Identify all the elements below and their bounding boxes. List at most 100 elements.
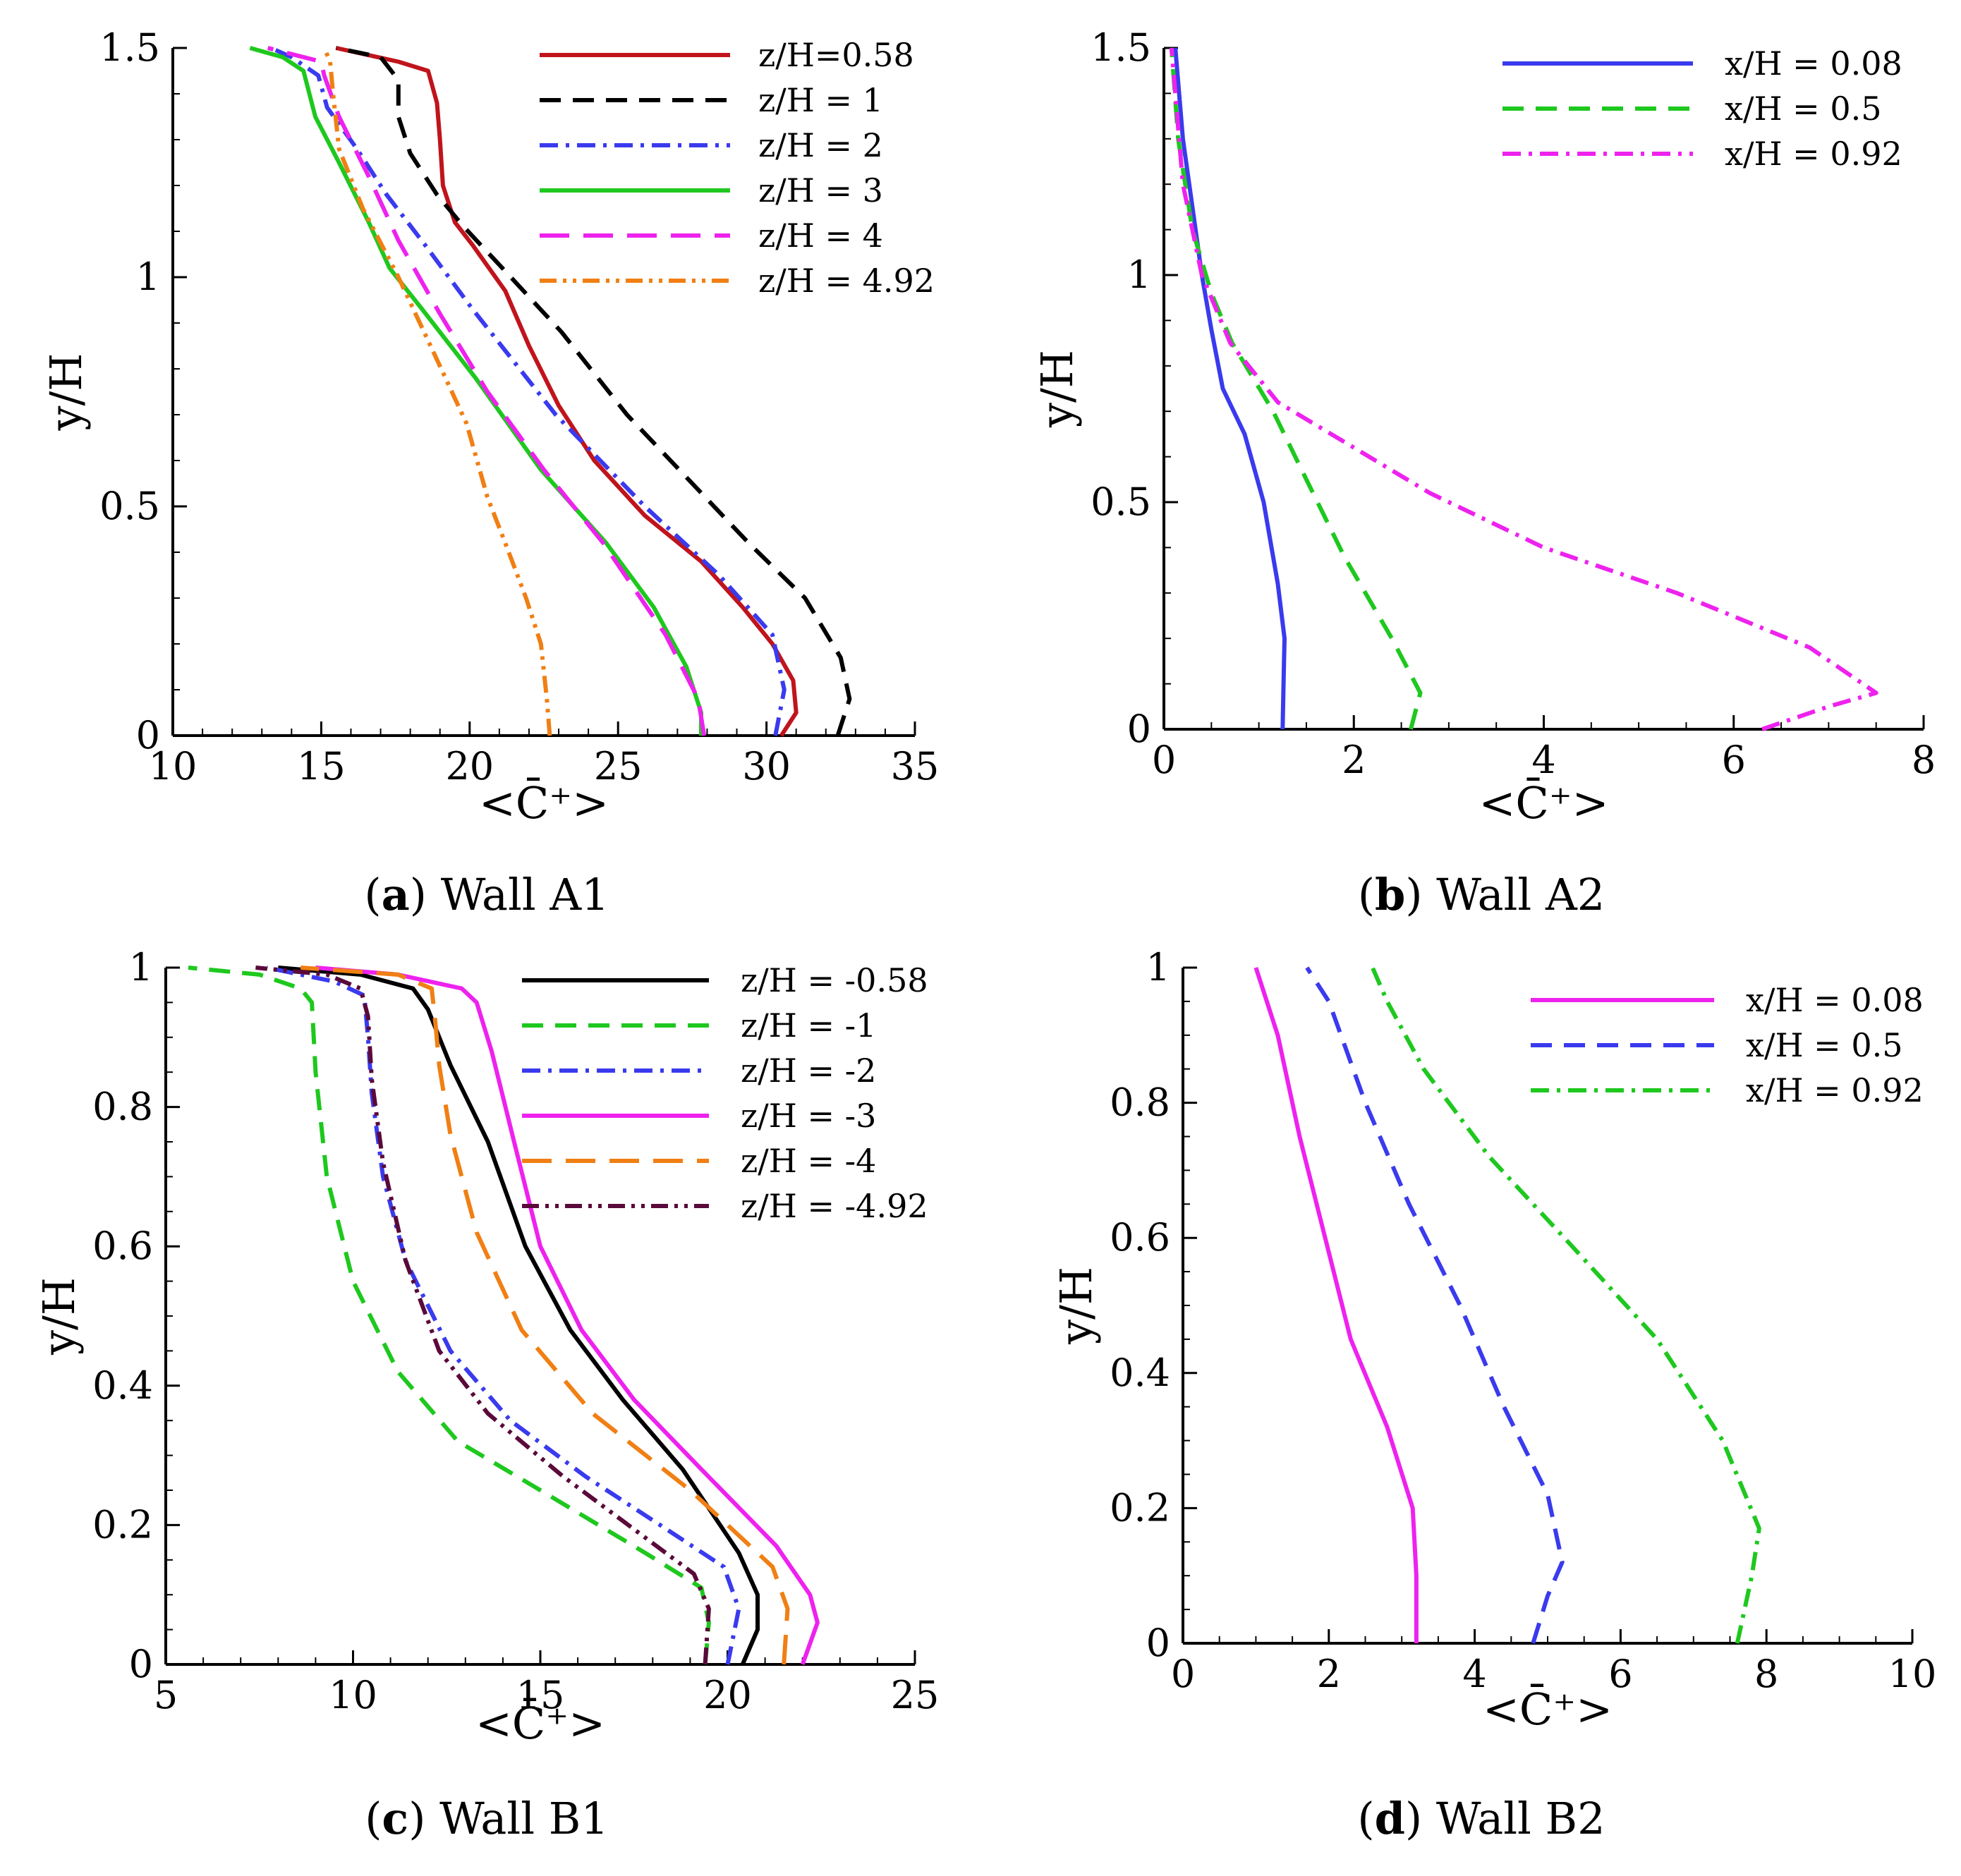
y-tick-label: 1 (1146, 945, 1170, 989)
series-line-1 (1253, 967, 1419, 1643)
series-line-6 (322, 47, 552, 736)
caption-text: Wall A1 (441, 869, 609, 920)
x-tick-label: 8 (1754, 1652, 1778, 1696)
x-tick-label: 2 (1342, 738, 1366, 782)
series-line-4 (249, 46, 703, 736)
legend-label: z/H = -1 (741, 1006, 876, 1044)
y-tick-label: 0 (1127, 707, 1151, 751)
panel-c: 5 10 15 20 25 0 0.2 0.4 0.6 0.8 1 y/H <C̄⁺> z/H = -0.… (33, 945, 939, 1844)
x-axis-label: <C̄⁺> (479, 777, 609, 829)
panel-a: 10 15 20 25 30 35 0 0.5 1 1.5 y/H <C̄⁺> z/H=0.58 z/H … (40, 25, 939, 920)
y-tick-label: 0 (129, 1642, 153, 1686)
legend-label: x/H = 0.5 (1746, 1026, 1903, 1064)
x-tick-label: 20 (445, 744, 494, 788)
legend-label: z/H = -0.58 (741, 961, 928, 999)
y-tick-label: 1 (129, 945, 153, 989)
x-axis-label: <C̄⁺> (475, 1698, 605, 1749)
y-tick-label: 1 (1127, 252, 1151, 297)
y-tick-label: 0.5 (1091, 480, 1151, 524)
caption-letter: a (382, 869, 410, 920)
x-tick-label: 8 (1912, 738, 1936, 782)
caption-text: Wall A2 (1436, 869, 1605, 920)
x-tick-label: 4 (1462, 1652, 1486, 1696)
panel-caption: (a) Wall A1 (364, 869, 609, 920)
y-tick-label: 0.5 (99, 484, 160, 528)
legend-label: z/H = -4.92 (741, 1187, 928, 1225)
legend-label: x/H = 0.08 (1746, 981, 1924, 1019)
legend-label: z/H=0.58 (758, 36, 914, 74)
y-tick-label: 0 (1146, 1621, 1170, 1665)
y-tick-label: 0.4 (92, 1363, 153, 1408)
series-line-3 (1169, 47, 1878, 731)
caption-letter: b (1375, 869, 1405, 920)
series-line-1 (1173, 47, 1287, 730)
legend-label: z/H = -4 (741, 1142, 876, 1180)
x-tick-label: 25 (594, 744, 643, 788)
y-tick-label: 0.8 (92, 1085, 153, 1129)
caption-text: Wall B2 (1436, 1793, 1605, 1844)
y-axis-label: y/H (1050, 1267, 1102, 1345)
series-line-5 (300, 966, 790, 1665)
legend-label: x/H = 0.5 (1725, 90, 1882, 128)
series-line-2 (1169, 47, 1423, 730)
y-tick-label: 1 (136, 255, 160, 299)
x-tick-label: 0 (1171, 1652, 1195, 1696)
caption-letter: d (1375, 1793, 1405, 1844)
legend-label: z/H = -3 (741, 1097, 876, 1135)
y-axis-label: y/H (1031, 350, 1083, 428)
x-tick-label: 10 (329, 1673, 377, 1717)
legend-label: x/H = 0.92 (1746, 1071, 1924, 1109)
y-tick-label: 0 (136, 713, 160, 757)
series-line-3 (269, 46, 787, 736)
legend-label: z/H = 4 (758, 217, 883, 255)
x-tick-label: 35 (891, 744, 940, 788)
series-line-2 (335, 46, 852, 736)
x-tick-label: 30 (742, 744, 791, 788)
legend-label: z/H = 3 (758, 171, 883, 209)
legend-label: z/H = 2 (758, 126, 883, 164)
series-line-5 (267, 46, 707, 736)
x-tick-label: 5 (154, 1673, 178, 1717)
panel-d: 0 2 4 6 8 10 0 0.2 0.4 0.6 0.8 1 y/H <C̄⁺> x/H = 0.08 x… (1050, 945, 1936, 1844)
y-tick-label: 1.5 (99, 25, 160, 70)
x-axis-label: <C̄⁺> (1479, 777, 1608, 829)
caption-letter: c (382, 1793, 408, 1844)
x-tick-label: 25 (891, 1673, 940, 1717)
y-axis-label: y/H (33, 1277, 85, 1356)
series-line-1 (335, 46, 799, 737)
legend-label: z/H = -2 (741, 1052, 876, 1090)
caption-text: Wall B1 (439, 1793, 609, 1844)
x-tick-label: 20 (703, 1673, 752, 1717)
y-tick-label: 0.4 (1110, 1351, 1170, 1395)
legend-label: x/H = 0.92 (1725, 135, 1902, 173)
legend-label: z/H = 4.92 (758, 262, 935, 300)
panel-caption: (d) Wall B2 (1357, 1793, 1605, 1844)
x-tick-label: 0 (1152, 738, 1176, 782)
series-line-3 (1371, 966, 1761, 1644)
x-tick-label: 10 (1888, 1652, 1937, 1696)
series-line-1 (278, 966, 760, 1666)
y-tick-label: 0.2 (1110, 1485, 1170, 1530)
x-tick-label: 6 (1722, 738, 1746, 782)
series-line-3 (266, 966, 741, 1665)
y-tick-label: 0.6 (1110, 1215, 1170, 1260)
panel-caption: (c) Wall B1 (365, 1793, 609, 1844)
y-tick-label: 0.6 (92, 1224, 153, 1268)
x-tick-label: 4 (1531, 738, 1555, 782)
panel-caption: (b) Wall A2 (1358, 869, 1605, 920)
y-tick-label: 0.8 (1110, 1080, 1170, 1125)
legend-label: z/H = 1 (758, 81, 883, 119)
legend-label: x/H = 0.08 (1725, 44, 1902, 83)
series-line-2 (1305, 966, 1565, 1644)
y-axis-label: y/H (40, 353, 92, 432)
series-line-6 (255, 966, 711, 1665)
x-tick-label: 6 (1608, 1652, 1632, 1696)
y-tick-label: 1.5 (1091, 25, 1151, 70)
y-tick-label: 0.2 (92, 1502, 153, 1547)
x-tick-label: 15 (297, 744, 346, 788)
x-tick-label: 2 (1317, 1652, 1341, 1696)
series-line-4 (315, 966, 820, 1666)
x-tick-label: 10 (149, 744, 198, 788)
panel-b: 0 2 4 6 8 0 0.5 1 1.5 y/H <C̄⁺> x/H = 0.08 x/H = 0.5… (1031, 25, 1936, 920)
